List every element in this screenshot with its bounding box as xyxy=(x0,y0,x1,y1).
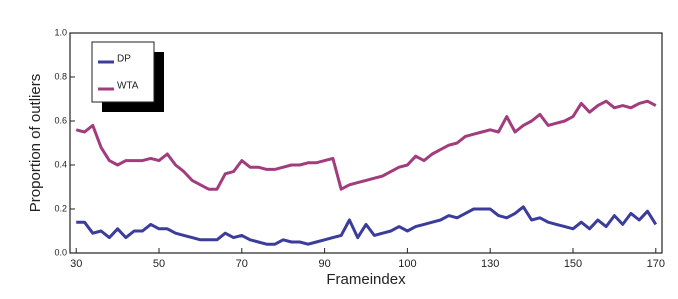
x-tick-label: 130 xyxy=(481,258,499,270)
x-tick-label: 90 xyxy=(318,258,330,270)
x-tick-label: 150 xyxy=(564,258,582,270)
legend-label: DP xyxy=(117,54,131,65)
y-tick-label: 0.8 xyxy=(54,71,67,81)
legend-label: WTA xyxy=(117,81,139,92)
plot-frame xyxy=(69,32,663,254)
y-tick-label: 0.4 xyxy=(54,159,67,169)
x-tick-label: 170 xyxy=(647,258,665,270)
y-tick-label: 1.0 xyxy=(54,27,67,37)
legend-box xyxy=(91,41,155,103)
y-tick-label: 0.0 xyxy=(54,247,67,257)
series-line xyxy=(75,99,657,191)
x-tick-label: 100 xyxy=(398,258,416,270)
y-tick-label: 0.6 xyxy=(54,115,67,125)
x-tick-label: 50 xyxy=(153,258,165,270)
y-axis-label: Proportion of outliers xyxy=(27,74,44,212)
x-tick-label: 30 xyxy=(70,258,82,270)
x-tick-label: 70 xyxy=(236,258,248,270)
y-tick-label: 0.2 xyxy=(54,203,67,213)
x-axis-label: Frameindex xyxy=(326,271,406,288)
series-line xyxy=(76,205,658,246)
